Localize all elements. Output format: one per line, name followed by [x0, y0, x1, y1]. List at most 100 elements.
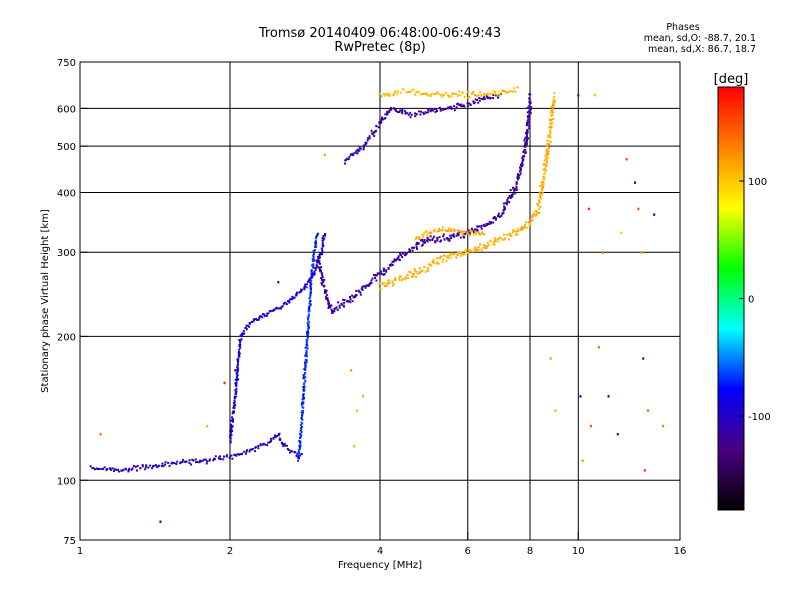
echo-point	[252, 320, 255, 323]
echo-point	[335, 306, 338, 309]
echo-point	[523, 145, 526, 148]
echo-point	[118, 470, 121, 473]
echo-point-outlier	[579, 395, 582, 398]
echo-point	[270, 437, 273, 440]
echo-point	[324, 291, 327, 294]
echo-point	[349, 153, 352, 156]
echo-point	[179, 461, 182, 464]
echo-point	[509, 195, 512, 198]
echo-point	[307, 313, 310, 316]
echo-point	[305, 343, 308, 346]
echo-point	[436, 257, 439, 260]
echo-point	[368, 283, 371, 286]
echo-point	[257, 445, 260, 448]
echo-point	[538, 199, 541, 202]
echo-point	[448, 229, 451, 232]
echo-point	[458, 104, 461, 107]
echo-point	[327, 301, 330, 304]
echo-point	[444, 91, 447, 94]
echo-point	[549, 129, 552, 132]
echo-point	[429, 235, 432, 238]
echo-point	[340, 303, 343, 306]
echo-point	[476, 225, 479, 228]
echo-point	[320, 269, 323, 272]
echo-point	[258, 317, 261, 320]
echo-point	[552, 117, 555, 120]
echo-point	[248, 450, 251, 453]
echo-point	[300, 416, 303, 419]
echo-point	[447, 257, 450, 260]
echo-point	[412, 274, 415, 277]
echo-point	[304, 354, 307, 357]
echo-point	[314, 244, 317, 247]
echo-point	[139, 467, 142, 470]
echo-point	[461, 91, 464, 94]
echo-point	[398, 111, 401, 114]
echo-point	[277, 434, 280, 437]
echo-point	[312, 252, 315, 255]
echo-point	[522, 155, 525, 158]
echo-point	[264, 443, 267, 446]
echo-point	[263, 315, 266, 318]
echo-point	[547, 146, 550, 149]
echo-point	[309, 303, 312, 306]
echo-point	[528, 110, 531, 113]
echo-point	[382, 93, 385, 96]
echo-point	[399, 275, 402, 278]
echo-point	[445, 255, 448, 258]
echo-point	[491, 243, 494, 246]
echo-point	[392, 282, 395, 285]
echo-point	[524, 142, 527, 145]
echo-point	[526, 106, 529, 109]
echo-point	[520, 229, 523, 232]
echo-point	[515, 185, 518, 188]
echo-point	[323, 278, 326, 281]
echo-point	[543, 163, 546, 166]
echo-point	[426, 231, 429, 234]
stats-header: Phases	[666, 22, 700, 33]
echo-point	[245, 324, 248, 327]
echo-point	[128, 467, 131, 470]
echo-point	[546, 152, 549, 155]
echo-point	[525, 124, 528, 127]
echo-point	[481, 249, 484, 252]
echo-point-outlier	[234, 369, 237, 372]
echo-point	[509, 196, 512, 199]
echo-point	[501, 238, 504, 241]
echo-point	[419, 93, 422, 96]
x-tick-label: 16	[674, 546, 687, 557]
echo-point	[218, 456, 221, 459]
echo-point	[307, 324, 310, 327]
echo-point	[418, 271, 421, 274]
echo-point	[431, 237, 434, 240]
echo-point	[158, 464, 161, 467]
echo-point	[460, 105, 463, 108]
echo-point	[364, 143, 367, 146]
y-axis-label: Stationary phase Virtual Height [km]	[40, 209, 51, 393]
echo-point	[302, 395, 305, 398]
echo-point	[425, 111, 428, 114]
echo-point	[519, 172, 522, 175]
echo-point	[421, 243, 424, 246]
echo-point	[461, 233, 464, 236]
echo-point	[551, 101, 554, 104]
echo-point	[455, 256, 458, 259]
echo-point	[371, 277, 374, 280]
echo-point	[371, 133, 374, 136]
echo-point	[510, 90, 513, 93]
echo-point	[239, 453, 242, 456]
echo-point	[404, 253, 407, 256]
echo-point	[501, 89, 504, 92]
echo-point	[392, 92, 395, 95]
echo-point	[499, 236, 502, 239]
echo-point	[299, 429, 302, 432]
echo-point	[525, 140, 528, 143]
echo-point	[352, 154, 355, 157]
echo-point	[438, 229, 441, 232]
echo-point	[528, 127, 531, 130]
echo-point	[238, 355, 241, 358]
echo-point	[312, 266, 315, 269]
echo-point	[415, 241, 418, 244]
echo-point	[361, 286, 364, 289]
echo-point	[407, 113, 410, 116]
